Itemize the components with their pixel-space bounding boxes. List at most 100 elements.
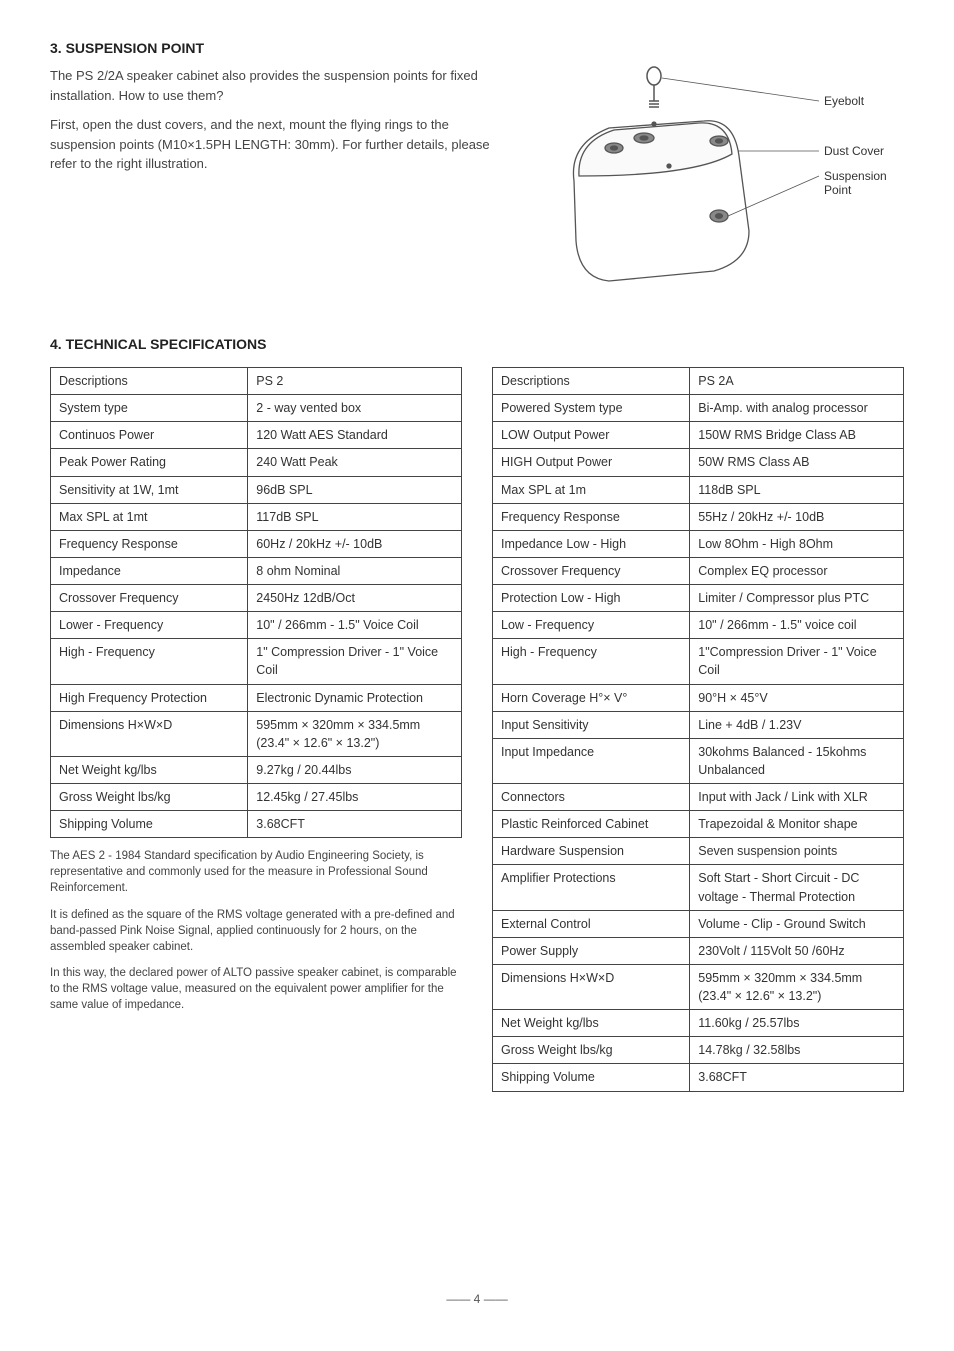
table-cell: Continuos Power: [51, 422, 248, 449]
table-cell: 10" / 266mm - 1.5" voice coil: [690, 612, 904, 639]
table-cell: Sensitivity at 1W, 1mt: [51, 476, 248, 503]
table-cell: 118dB SPL: [690, 476, 904, 503]
table-row: Max SPL at 1m118dB SPL: [493, 476, 904, 503]
table-row: Frequency Response60Hz / 20kHz +/- 10dB: [51, 530, 462, 557]
table-cell: Low - Frequency: [493, 612, 690, 639]
table-cell: Protection Low - High: [493, 585, 690, 612]
table-row: Crossover Frequency2450Hz 12dB/Oct: [51, 585, 462, 612]
table-cell: Volume - Clip - Ground Switch: [690, 910, 904, 937]
section-3-text: The PS 2/2A speaker cabinet also provide…: [50, 66, 504, 296]
table-cell: 1"Compression Driver - 1" Voice Coil: [690, 639, 904, 684]
table-cell: High Frequency Protection: [51, 684, 248, 711]
table-row: HIGH Output Power50W RMS Class AB: [493, 449, 904, 476]
table-cell: Dimensions H×W×D: [51, 711, 248, 756]
table-cell: PS 2: [248, 368, 462, 395]
table-cell: Input with Jack / Link with XLR: [690, 784, 904, 811]
table-cell: Trapezoidal & Monitor shape: [690, 811, 904, 838]
table-cell: 50W RMS Class AB: [690, 449, 904, 476]
table-cell: Shipping Volume: [493, 1064, 690, 1091]
table-row: Input Impedance30kohms Balanced - 15kohm…: [493, 738, 904, 783]
table-row: Impedance8 ohm Nominal: [51, 557, 462, 584]
table-row: Shipping Volume3.68CFT: [51, 811, 462, 838]
callout-dustcover: Dust Cover: [824, 144, 884, 158]
table-cell: Net Weight kg/lbs: [51, 756, 248, 783]
table-cell: Electronic Dynamic Protection: [248, 684, 462, 711]
left-column: DescriptionsPS 2System type2 - way vente…: [50, 367, 462, 1023]
table-row: High Frequency ProtectionElectronic Dyna…: [51, 684, 462, 711]
table-cell: Peak Power Rating: [51, 449, 248, 476]
footer-dash-left: ——: [446, 1292, 470, 1306]
table-cell: PS 2A: [690, 368, 904, 395]
table-row: Plastic Reinforced CabinetTrapezoidal & …: [493, 811, 904, 838]
table-cell: 1" Compression Driver - 1" Voice Coil: [248, 639, 462, 684]
section-3-title: 3. SUSPENSION POINT: [50, 40, 904, 56]
table-cell: 30kohms Balanced - 15kohms Unbalanced: [690, 738, 904, 783]
table-cell: Crossover Frequency: [493, 557, 690, 584]
table-cell: 230Volt / 115Volt 50 /60Hz: [690, 937, 904, 964]
table-cell: Crossover Frequency: [51, 585, 248, 612]
table-cell: 120 Watt AES Standard: [248, 422, 462, 449]
table-row: Peak Power Rating240 Watt Peak: [51, 449, 462, 476]
table-cell: Seven suspension points: [690, 838, 904, 865]
table-row: Gross Weight lbs/kg12.45kg / 27.45lbs: [51, 784, 462, 811]
table-row: Low - Frequency10" / 266mm - 1.5" voice …: [493, 612, 904, 639]
table-row: Net Weight kg/lbs11.60kg / 25.57lbs: [493, 1010, 904, 1037]
page-footer: —— 4 ——: [50, 1292, 904, 1306]
table-cell: Impedance: [51, 557, 248, 584]
table-cell: Shipping Volume: [51, 811, 248, 838]
table-row: Powered System typeBi-Amp. with analog p…: [493, 395, 904, 422]
table-cell: Line + 4dB / 1.23V: [690, 711, 904, 738]
spec-table-ps2: DescriptionsPS 2System type2 - way vente…: [50, 367, 462, 838]
table-row: Frequency Response55Hz / 20kHz +/- 10dB: [493, 503, 904, 530]
table-cell: 90°H × 45°V: [690, 684, 904, 711]
table-row: DescriptionsPS 2A: [493, 368, 904, 395]
table-cell: High - Frequency: [493, 639, 690, 684]
right-column: DescriptionsPS 2APowered System typeBi-A…: [492, 367, 904, 1092]
table-cell: Low 8Ohm - High 8Ohm: [690, 530, 904, 557]
callout-eyebolt: Eyebolt: [824, 94, 864, 108]
table-cell: High - Frequency: [51, 639, 248, 684]
table-cell: Plastic Reinforced Cabinet: [493, 811, 690, 838]
table-row: Impedance Low - HighLow 8Ohm - High 8Ohm: [493, 530, 904, 557]
table-row: Lower - Frequency10" / 266mm - 1.5" Voic…: [51, 612, 462, 639]
spec-columns: DescriptionsPS 2System type2 - way vente…: [50, 367, 904, 1092]
table-cell: 595mm × 320mm × 334.5mm (23.4" × 12.6" ×…: [690, 964, 904, 1009]
note-p1: The AES 2 - 1984 Standard specification …: [50, 848, 462, 896]
table-cell: 2450Hz 12dB/Oct: [248, 585, 462, 612]
table-cell: Bi-Amp. with analog processor: [690, 395, 904, 422]
table-row: High - Frequency1" Compression Driver - …: [51, 639, 462, 684]
table-cell: Net Weight kg/lbs: [493, 1010, 690, 1037]
table-row: Dimensions H×W×D595mm × 320mm × 334.5mm …: [493, 964, 904, 1009]
table-row: Gross Weight lbs/kg14.78kg / 32.58lbs: [493, 1037, 904, 1064]
table-cell: 117dB SPL: [248, 503, 462, 530]
table-cell: Descriptions: [493, 368, 690, 395]
table-cell: Max SPL at 1m: [493, 476, 690, 503]
table-cell: 12.45kg / 27.45lbs: [248, 784, 462, 811]
section-3-p1: The PS 2/2A speaker cabinet also provide…: [50, 66, 504, 105]
table-row: Dimensions H×W×D595mm × 320mm × 334.5mm …: [51, 711, 462, 756]
table-cell: 60Hz / 20kHz +/- 10dB: [248, 530, 462, 557]
table-row: External ControlVolume - Clip - Ground S…: [493, 910, 904, 937]
table-cell: Soft Start - Short Circuit - DC voltage …: [690, 865, 904, 910]
table-row: Sensitivity at 1W, 1mt96dB SPL: [51, 476, 462, 503]
table-cell: Amplifier Protections: [493, 865, 690, 910]
table-cell: Input Sensitivity: [493, 711, 690, 738]
suspension-diagram: Eyebolt Dust Cover Suspension Point: [524, 66, 904, 296]
table-row: DescriptionsPS 2: [51, 368, 462, 395]
table-cell: 2 - way vented box: [248, 395, 462, 422]
table-cell: 55Hz / 20kHz +/- 10dB: [690, 503, 904, 530]
section-4-title: 4. TECHNICAL SPECIFICATIONS: [50, 336, 904, 352]
table-cell: LOW Output Power: [493, 422, 690, 449]
table-cell: Max SPL at 1mt: [51, 503, 248, 530]
table-cell: 14.78kg / 32.58lbs: [690, 1037, 904, 1064]
table-row: System type2 - way vented box: [51, 395, 462, 422]
table-cell: 240 Watt Peak: [248, 449, 462, 476]
note-p3: In this way, the declared power of ALTO …: [50, 965, 462, 1013]
table-row: Continuos Power120 Watt AES Standard: [51, 422, 462, 449]
table-cell: Impedance Low - High: [493, 530, 690, 557]
aes-notes: The AES 2 - 1984 Standard specification …: [50, 848, 462, 1013]
table-row: Input SensitivityLine + 4dB / 1.23V: [493, 711, 904, 738]
table-cell: Descriptions: [51, 368, 248, 395]
table-cell: Lower - Frequency: [51, 612, 248, 639]
section-3-p2: First, open the dust covers, and the nex…: [50, 115, 504, 174]
